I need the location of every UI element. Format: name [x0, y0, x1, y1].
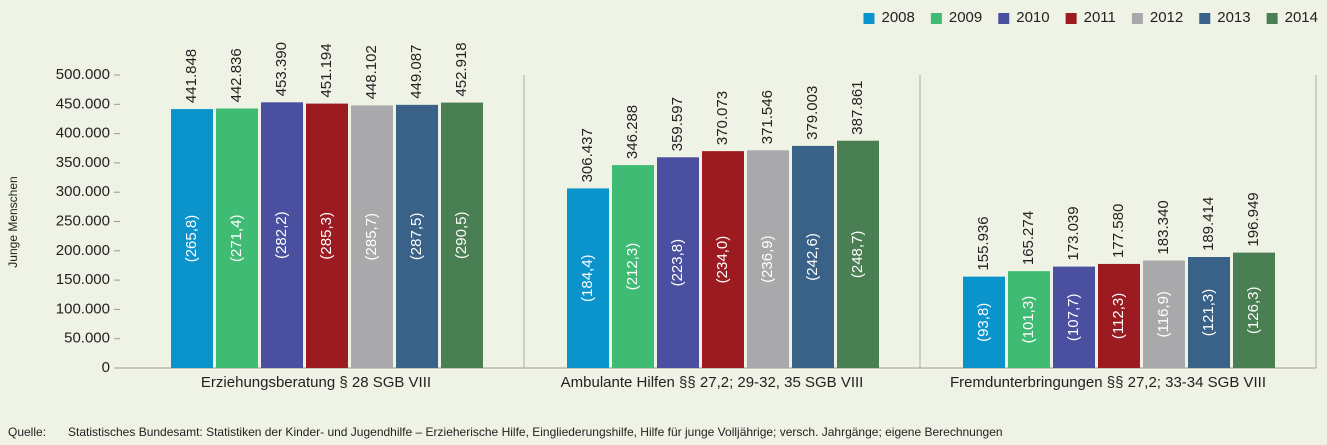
legend-swatch: [1065, 13, 1077, 24]
bar: [963, 276, 1005, 368]
bar: [171, 109, 213, 368]
x-tick-label: Ambulante Hilfen §§ 27,2; 29-32, 35 SGB …: [561, 374, 864, 391]
rate-label: (285,7): [363, 213, 380, 261]
bar: [306, 103, 348, 369]
value-label: 441.848: [183, 49, 200, 103]
value-label: 173.039: [1065, 206, 1082, 260]
value-label: 196.949: [1245, 192, 1262, 246]
value-label: 451.194: [318, 43, 335, 97]
legend-label: 2014: [1285, 9, 1318, 26]
y-tick-label: 200.000: [56, 242, 110, 259]
value-label: 359.597: [669, 97, 686, 151]
rate-label: (126,3): [1245, 287, 1262, 335]
y-tick-label: 50.000: [64, 330, 110, 347]
rate-label: (287,5): [408, 213, 425, 261]
value-label: 306.437: [579, 128, 596, 182]
rate-label: (282,2): [273, 211, 290, 259]
rate-label: (234,0): [714, 236, 731, 284]
y-tick-label: 100.000: [56, 300, 110, 317]
legend-label: 2008: [881, 9, 914, 26]
bar: [747, 150, 789, 368]
rate-label: (184,4): [579, 254, 596, 302]
rate-label: (121,3): [1200, 289, 1217, 337]
rate-label: (107,7): [1065, 294, 1082, 342]
x-tick-label: Erziehungsberatung § 28 SGB VIII: [201, 374, 431, 391]
value-label: 453.390: [273, 42, 290, 96]
value-label: 189.414: [1200, 197, 1217, 251]
y-tick-label: 250.000: [56, 212, 110, 229]
y-axis-label: Junge Menschen: [6, 176, 20, 267]
rate-label: (248,7): [849, 231, 866, 279]
rate-label: (271,4): [228, 214, 245, 262]
y-tick-label: 150.000: [56, 271, 110, 288]
bar: [351, 105, 393, 368]
value-label: 371.546: [759, 90, 776, 144]
rate-label: (212,3): [624, 243, 641, 291]
legend-label: 2010: [1016, 9, 1049, 26]
legend-label: 2011: [1084, 9, 1116, 26]
y-tick-label: 0: [102, 359, 110, 376]
bar: [441, 102, 483, 368]
bar: [837, 140, 879, 368]
bar: [1008, 271, 1050, 368]
value-label: 346.288: [624, 105, 641, 159]
legend-swatch: [998, 13, 1010, 24]
value-label: 452.918: [453, 42, 470, 96]
value-label: 387.861: [849, 80, 866, 134]
value-label: 449.087: [408, 45, 425, 99]
rate-label: (285,3): [318, 212, 335, 260]
rate-label: (116,9): [1155, 291, 1172, 337]
source-label: Quelle:: [8, 425, 46, 439]
rate-label: (290,5): [453, 212, 470, 260]
value-label: 370.073: [714, 91, 731, 145]
bar: [1233, 252, 1275, 368]
bar: [261, 102, 303, 368]
x-tick-label: Fremdunterbringungen §§ 27,2; 33-34 SGB …: [950, 374, 1266, 391]
legend-label: 2009: [949, 9, 982, 26]
bar: [1053, 266, 1095, 368]
value-label: 155.936: [975, 216, 992, 270]
y-tick-label: 500.000: [56, 66, 110, 83]
rate-label: (265,8): [183, 215, 200, 263]
bar: [567, 188, 609, 368]
y-tick-label: 450.000: [56, 95, 110, 112]
rate-label: (93,8): [975, 303, 992, 342]
rate-label: (236,9): [759, 235, 776, 283]
legend-swatch: [1131, 13, 1143, 24]
bar: [1143, 260, 1185, 368]
y-tick-label: 300.000: [56, 183, 110, 200]
legend-swatch: [930, 13, 942, 24]
value-label: 177.580: [1110, 204, 1127, 258]
value-label: 442.836: [228, 48, 245, 102]
source: Statistisches Bundesamt: Statistiken der…: [68, 425, 1003, 439]
bar: [396, 104, 438, 368]
value-label: 448.102: [363, 45, 380, 99]
bar: [1188, 257, 1230, 368]
bar: [657, 157, 699, 368]
rate-label: (101,3): [1020, 296, 1037, 344]
bar: [702, 151, 744, 368]
y-tick-label: 350.000: [56, 154, 110, 171]
bar: [612, 165, 654, 368]
rate-label: (223,8): [669, 239, 686, 287]
y-tick-label: 400.000: [56, 125, 110, 142]
rate-label: (112,3): [1110, 293, 1127, 339]
value-label: 183.340: [1155, 200, 1172, 254]
rate-label: (242,6): [804, 233, 821, 281]
bar: [216, 108, 258, 368]
value-label: 379.003: [804, 86, 821, 140]
bar: [792, 145, 834, 368]
legend-swatch: [1266, 13, 1278, 24]
legend-label: 2012: [1150, 9, 1183, 26]
legend-label: 2013: [1217, 9, 1250, 26]
bar: [1098, 263, 1140, 368]
legend-swatch: [863, 13, 875, 24]
value-label: 165.274: [1020, 211, 1037, 265]
legend-swatch: [1199, 13, 1211, 24]
